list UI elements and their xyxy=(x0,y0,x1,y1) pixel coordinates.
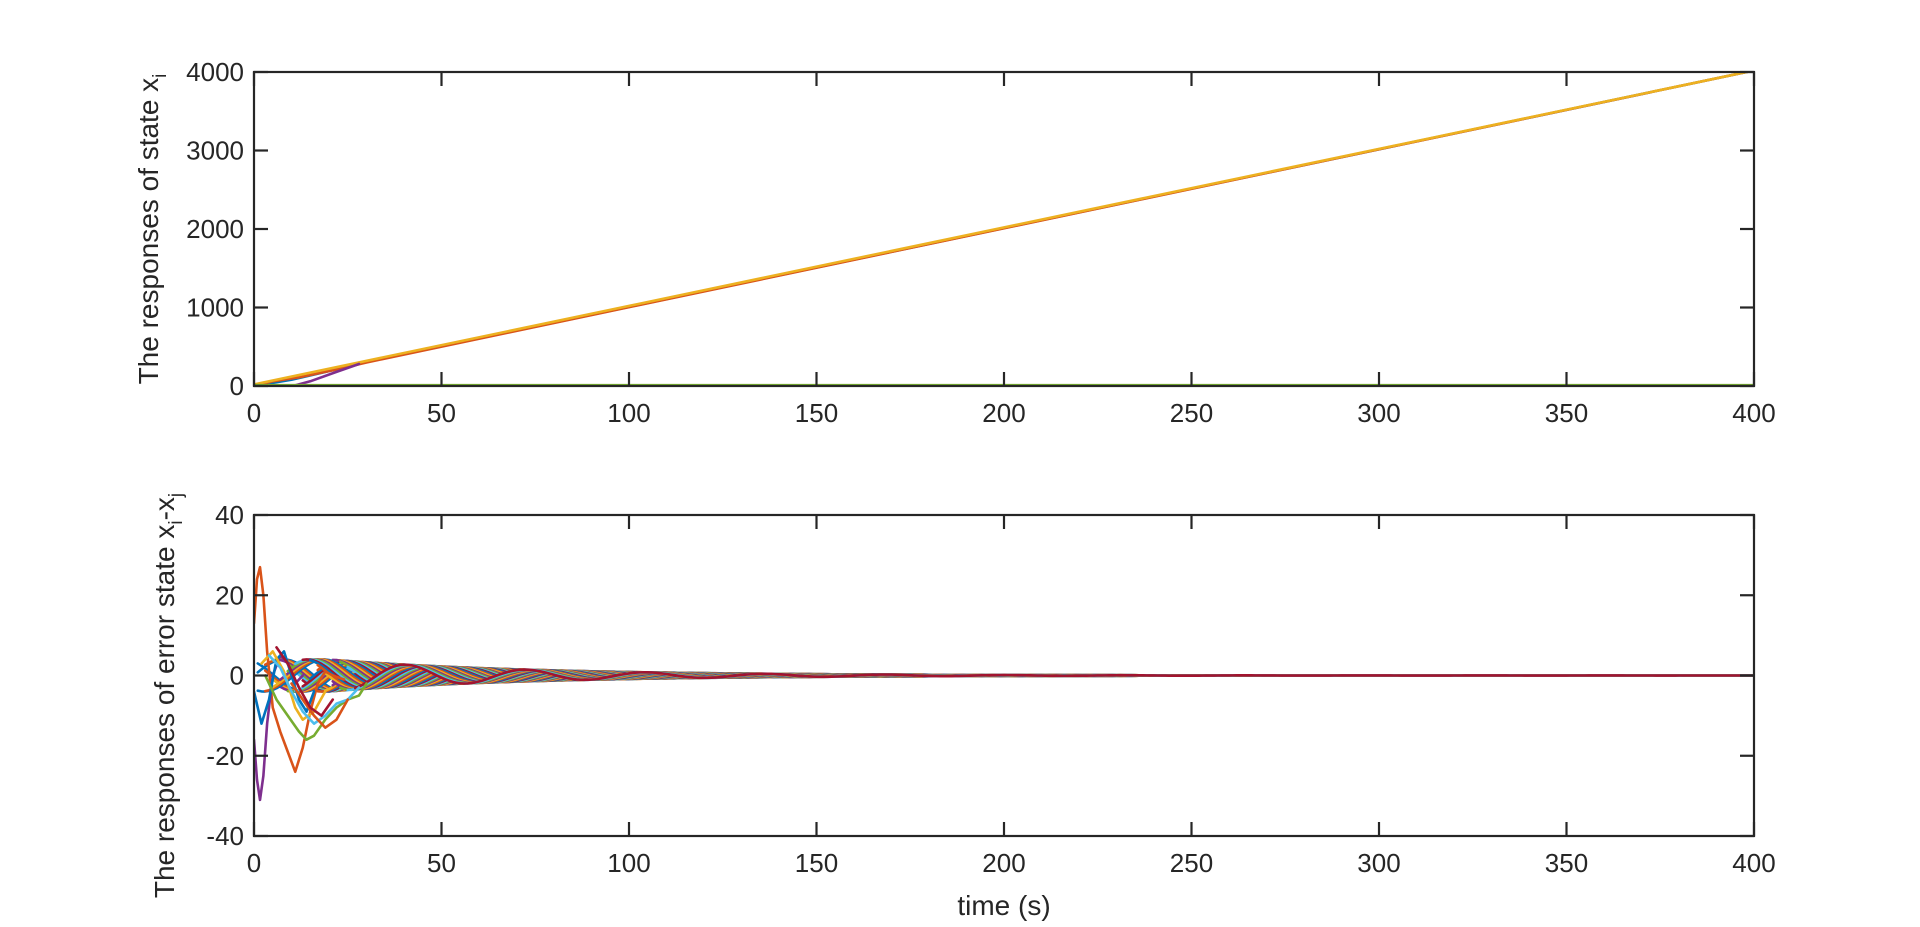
state-response-chart: 0 50 100 150 200 250 300 350 4000100020003000400… xyxy=(133,57,1776,428)
error-transient-series-line-8 xyxy=(275,646,335,717)
error-series-group xyxy=(254,565,1754,802)
error-y-axis-label-subscript-j: j xyxy=(166,493,187,498)
state-y-axis-label-subscript: i xyxy=(150,74,171,78)
error-x-tick-label: 200 xyxy=(982,848,1025,878)
state-y-tick-label: 1000 xyxy=(186,293,244,323)
state-y-tick-label: 3000 xyxy=(186,136,244,166)
error-x-tick-label: 100 xyxy=(607,848,650,878)
error-y-tick-label: -20 xyxy=(206,741,244,771)
error-transient-series-line-1 xyxy=(254,565,346,774)
state-x-tick-label: 150 xyxy=(795,398,838,428)
error-transient-series-line-4 xyxy=(263,674,368,741)
error-x-tick-label: 150 xyxy=(795,848,838,878)
time-x-axis-label: time (s) xyxy=(957,890,1050,921)
error-y-axis-label-minus-x: -x xyxy=(149,497,180,520)
state-x-tick-label: 100 xyxy=(607,398,650,428)
state-x-tick-label: 400 xyxy=(1732,398,1775,428)
error-axis-ticks: 0 50 100 150 200 250 300 350 400 -40 -20 0 20 40 xyxy=(206,500,1775,878)
state-series-line-3 xyxy=(254,72,1753,386)
error-y-axis-label-subscript-i: i xyxy=(166,520,187,524)
error-x-tick-label: 250 xyxy=(1170,848,1213,878)
error-transient-series-line-7 xyxy=(290,682,350,729)
state-axis-ticks: 0 50 100 150 200 250 300 350 4000100020003000400… xyxy=(186,57,1776,428)
error-x-tick-label: 300 xyxy=(1357,848,1400,878)
state-y-axis-label: The responses of state xi xyxy=(133,74,171,385)
error-y-tick-label: 40 xyxy=(215,500,244,530)
error-x-tick-label: 350 xyxy=(1545,848,1588,878)
error-y-tick-label: 20 xyxy=(215,580,244,610)
error-response-chart: 0 50 100 150 200 250 300 350 400 -40 -20 0 20 40 The … xyxy=(149,493,1776,921)
error-y-tick-label: -40 xyxy=(206,821,244,851)
state-x-tick-label: 350 xyxy=(1545,398,1588,428)
error-x-tick-label: 0 xyxy=(247,848,261,878)
state-x-tick-label: 250 xyxy=(1170,398,1213,428)
state-x-tick-label: 200 xyxy=(982,398,1025,428)
error-transient-series-line-6 xyxy=(267,654,361,725)
error-y-axis-label: The responses of error state xi-xj xyxy=(149,493,187,898)
error-band-series-line-42 xyxy=(353,663,1754,690)
state-y-tick-label: 4000 xyxy=(186,57,244,87)
state-y-tick-label: 2000 xyxy=(186,214,244,244)
state-x-tick-label: 300 xyxy=(1357,398,1400,428)
state-y-axis-label-main: The responses of state x xyxy=(133,78,164,385)
error-transient-series-line-3 xyxy=(254,650,316,725)
error-x-tick-label: 400 xyxy=(1732,848,1775,878)
state-y-tick-label: 0 xyxy=(230,371,244,401)
state-x-tick-label: 0 xyxy=(247,398,261,428)
state-x-tick-label: 50 xyxy=(427,398,456,428)
error-x-tick-label: 50 xyxy=(427,848,456,878)
error-y-tick-label: 0 xyxy=(230,661,244,691)
error-y-axis-label-main: The responses of error state x xyxy=(149,525,180,899)
state-series-group xyxy=(254,72,1754,386)
